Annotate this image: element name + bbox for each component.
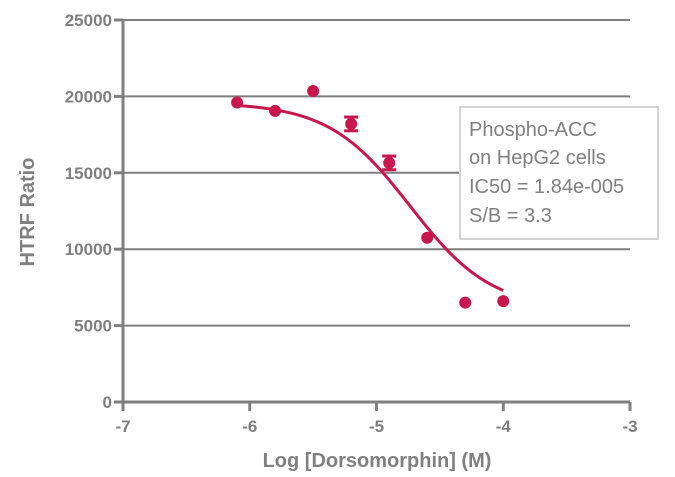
annotation-line: IC50 = 1.84e-005 <box>469 176 624 198</box>
y-tick-label: 25000 <box>65 11 112 30</box>
annotation-line: on HepG2 cells <box>469 147 606 169</box>
annotation-box: Phospho-ACC on HepG2 cells IC50 = 1.84e-… <box>459 106 659 240</box>
data-point <box>345 117 358 130</box>
y-tick-label: 5000 <box>74 317 112 336</box>
annotation-line: Phospho-ACC <box>469 119 597 141</box>
gridlines <box>123 19 630 327</box>
y-tick-label: 10000 <box>65 240 112 259</box>
data-points <box>231 85 510 309</box>
y-tick-label: 15000 <box>65 164 112 183</box>
data-point <box>269 104 282 117</box>
data-point <box>421 231 434 244</box>
x-tick-label: -7 <box>115 417 130 436</box>
data-point <box>459 296 472 309</box>
x-tick-label: -5 <box>369 417 384 436</box>
data-point <box>231 96 244 109</box>
x-tick-label: -6 <box>242 417 257 436</box>
data-point <box>307 85 320 98</box>
x-tick-label: -4 <box>496 417 512 436</box>
x-tick-label: -3 <box>622 417 637 436</box>
data-point <box>383 156 396 169</box>
y-tick-label: 20000 <box>65 87 112 106</box>
annotation-box-frame <box>459 106 659 240</box>
y-axis-title: HTRF Ratio <box>17 158 39 267</box>
annotation-line: S/B = 3.3 <box>469 205 552 227</box>
data-point <box>497 295 510 308</box>
y-tick-label: 0 <box>103 393 112 412</box>
x-ticks: -7 -6 -5 -4 -3 <box>115 402 638 436</box>
y-ticks: 0 5000 10000 15000 20000 25000 <box>65 11 123 412</box>
x-axis-title: Log [Dorsomorphin] (M) <box>263 450 492 472</box>
fit-curve <box>236 103 504 292</box>
